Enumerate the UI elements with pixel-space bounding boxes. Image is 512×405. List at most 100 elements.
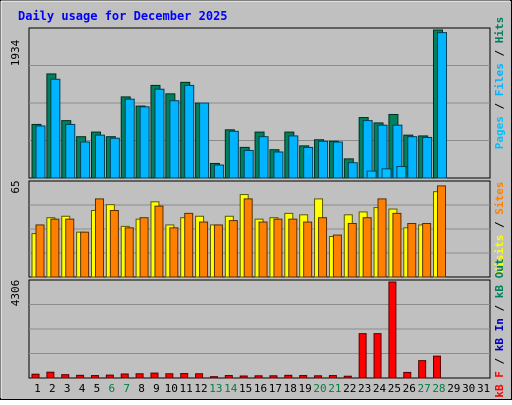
bar-kb-f-day-8 [135, 373, 144, 379]
bar-sites-day-21 [332, 234, 342, 278]
legend-pages: Pages [493, 116, 506, 149]
day-label-5: 5 [94, 382, 101, 395]
day-label-13: 13 [209, 382, 222, 395]
bar-kb-f-day-20 [314, 375, 323, 379]
bar-sites-day-7 [124, 227, 134, 278]
bar-files-day-13 [213, 164, 224, 179]
day-label-23: 23 [358, 382, 371, 395]
bar-files-day-14 [228, 130, 239, 179]
graph-title: Daily usage for December 2025 [18, 9, 228, 23]
bar-sites-day-5 [94, 198, 104, 278]
bar-kb-f-day-19 [299, 375, 308, 379]
bar-files-day-12 [199, 102, 210, 179]
bar-sites-day-20 [318, 217, 328, 278]
bar-files-day-7 [124, 98, 135, 179]
bar-sites-day-18 [288, 218, 298, 278]
bar-sites-day-28 [437, 185, 447, 278]
bar-sites-day-1 [35, 224, 45, 278]
legend-kb: kB F / kB In / kB Out [493, 258, 506, 397]
bar-kb-f-day-23 [358, 333, 367, 379]
bar-kb-f-day-24 [373, 333, 382, 379]
bar-files-day-22 [347, 162, 358, 179]
kb-panel [28, 279, 491, 379]
legend-sep-5: / [493, 304, 506, 311]
day-label-20: 20 [313, 382, 326, 395]
day-label-28: 28 [432, 382, 445, 395]
bar-pages-day-25 [396, 166, 407, 179]
day-label-3: 3 [64, 382, 71, 395]
bar-sites-day-15 [243, 198, 253, 278]
day-label-1: 1 [34, 382, 41, 395]
bar-sites-day-8 [139, 217, 149, 278]
legend-files: Files [493, 63, 506, 96]
kb-max-label: 4306 [9, 280, 22, 307]
bar-kb-f-day-28 [433, 355, 442, 379]
bar-kb-f-day-13 [209, 376, 218, 379]
bar-sites-day-2 [50, 218, 60, 278]
bar-kb-f-day-7 [120, 373, 129, 379]
bar-sites-day-17 [273, 218, 283, 278]
bar-sites-day-14 [228, 220, 238, 278]
bar-kb-f-day-18 [284, 374, 293, 379]
day-label-9: 9 [153, 382, 160, 395]
bar-files-day-5 [94, 134, 105, 179]
legend-sep-4: / [493, 357, 506, 364]
visits-max-label: 65 [9, 180, 22, 193]
bar-kb-f-day-3 [61, 374, 70, 379]
day-label-30: 30 [462, 382, 475, 395]
bar-kb-f-day-10 [165, 373, 174, 379]
bar-sites-day-13 [213, 224, 223, 278]
bar-kb-f-day-25 [388, 281, 397, 379]
bar-sites-day-11 [184, 212, 194, 278]
legend-kb-in: kB In [493, 318, 506, 351]
bar-files-day-4 [80, 141, 91, 179]
bar-files-day-2 [50, 78, 61, 179]
day-label-29: 29 [447, 382, 460, 395]
bar-sites-day-25 [392, 212, 402, 278]
day-label-15: 15 [239, 382, 252, 395]
day-label-16: 16 [254, 382, 267, 395]
bar-files-day-17 [273, 151, 284, 179]
legend-visits-sites: Visits / Sites [493, 182, 506, 275]
bar-kb-f-day-27 [418, 360, 427, 379]
bar-files-day-16 [258, 136, 269, 179]
day-label-4: 4 [79, 382, 86, 395]
day-label-26: 26 [403, 382, 416, 395]
bar-pages-day-23 [366, 170, 377, 179]
bar-sites-day-23 [362, 217, 372, 278]
legend-sites: Sites [493, 182, 506, 215]
bar-sites-day-22 [347, 222, 357, 278]
bar-files-day-11 [184, 84, 195, 179]
bar-kb-f-day-14 [224, 375, 233, 379]
hits-files-pages-panel [28, 27, 491, 179]
bar-files-day-10 [169, 100, 180, 179]
bar-kb-f-day-9 [150, 372, 159, 379]
bar-files-day-18 [288, 135, 299, 179]
bar-files-day-26 [407, 136, 418, 179]
bar-sites-day-3 [65, 218, 75, 278]
legend-pages-files-hits: Pages / Files / Hits [493, 17, 506, 150]
bar-sites-day-10 [169, 227, 179, 278]
day-label-22: 22 [343, 382, 356, 395]
visits-sites-panel [28, 180, 491, 278]
bar-sites-day-9 [154, 205, 164, 278]
bar-sites-day-27 [422, 222, 432, 278]
bar-kb-f-day-16 [254, 375, 263, 379]
day-label-25: 25 [388, 382, 401, 395]
bar-files-day-28 [437, 32, 448, 179]
day-label-2: 2 [49, 382, 56, 395]
day-label-24: 24 [373, 382, 387, 395]
bar-kb-f-day-17 [269, 375, 278, 379]
day-label-31: 31 [477, 382, 490, 395]
bar-kb-f-day-11 [180, 373, 189, 379]
day-label-11: 11 [180, 382, 193, 395]
legend-hits: Hits [493, 17, 506, 44]
bar-files-day-27 [422, 136, 433, 179]
bar-kb-f-day-22 [343, 375, 352, 379]
day-label-21: 21 [328, 382, 341, 395]
bar-kb-f-day-21 [328, 375, 337, 379]
day-label-7: 7 [123, 382, 130, 395]
bar-sites-day-26 [407, 222, 417, 278]
